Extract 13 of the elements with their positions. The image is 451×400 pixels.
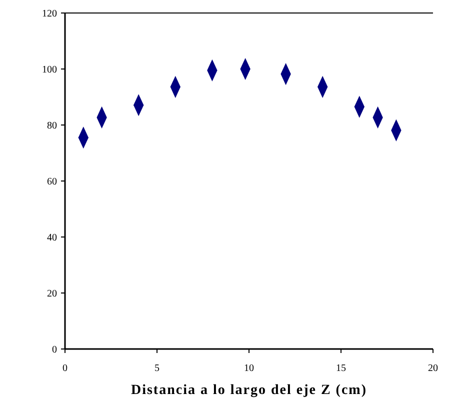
y-tick-label: 0 xyxy=(52,344,57,356)
y-tick-label: 100 xyxy=(42,64,57,76)
x-tick-label: 20 xyxy=(428,363,438,374)
x-axis-title: Distancia a lo largo del eje Z (cm) xyxy=(130,383,368,398)
x-tick-label: 15 xyxy=(336,363,346,374)
x-tick-label: 0 xyxy=(62,363,68,374)
y-tick-label: 120 xyxy=(42,8,57,20)
y-tick-label: 80 xyxy=(47,120,57,132)
y-tick-label: 60 xyxy=(47,176,57,188)
y-tick-label: 20 xyxy=(47,288,57,300)
x-tick-label: 5 xyxy=(154,363,160,374)
x-tick-label: 10 xyxy=(244,363,254,374)
y-tick-label: 40 xyxy=(47,232,57,244)
